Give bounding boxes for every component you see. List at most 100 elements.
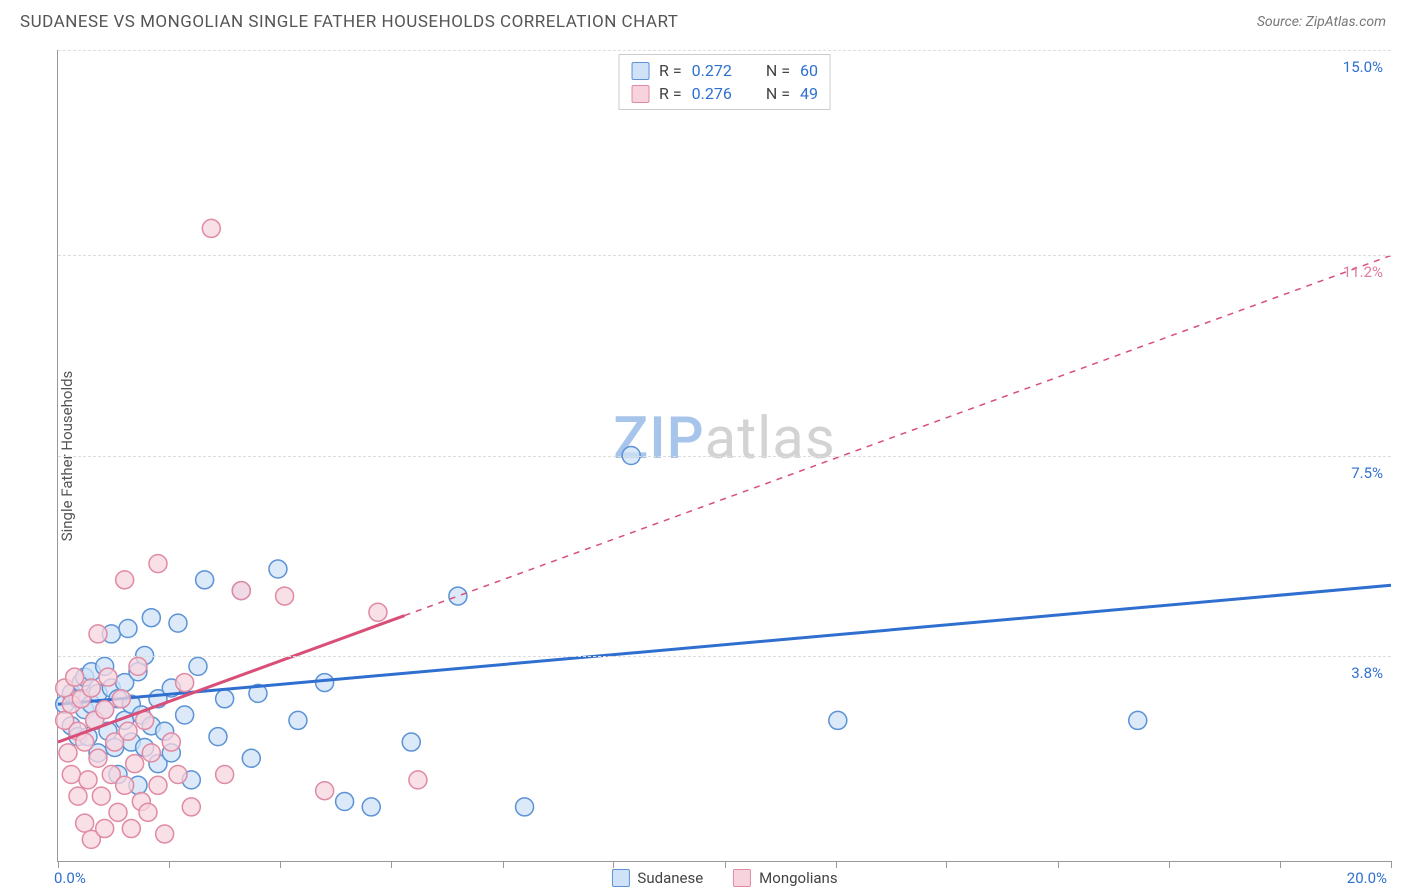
plot-area: ZIPatlas R = 0.272N = 60R = 0.276N = 49 … [57, 50, 1391, 862]
data-point [516, 798, 534, 816]
data-point [362, 798, 380, 816]
data-point [242, 749, 260, 767]
trend-line [58, 585, 1391, 704]
y-tick-label: 7.5% [1351, 464, 1383, 482]
stat-label-r: R = [659, 61, 682, 80]
data-point [182, 798, 200, 816]
y-tick-label: 11.2% [1343, 263, 1383, 281]
data-point [66, 668, 84, 686]
data-point [162, 733, 180, 751]
x-tick [391, 861, 392, 868]
data-point [409, 771, 427, 789]
data-point [209, 728, 227, 746]
data-point [276, 587, 294, 605]
legend-swatch [631, 62, 649, 80]
data-point [316, 782, 334, 800]
data-point [96, 820, 114, 838]
gridline [58, 456, 1391, 457]
data-point [1129, 711, 1147, 729]
data-point [59, 744, 77, 762]
gridline [58, 255, 1391, 256]
data-point [139, 803, 157, 821]
data-point [189, 657, 207, 675]
data-point [829, 711, 847, 729]
data-point [196, 571, 214, 589]
data-point [142, 744, 160, 762]
data-point [116, 776, 134, 794]
x-tick [1169, 861, 1170, 868]
data-point [169, 614, 187, 632]
stat-value-n: 49 [800, 84, 818, 103]
x-tick [946, 861, 947, 868]
stats-row: R = 0.276 N = 49 [631, 82, 818, 105]
chart-container: Single Father Households ZIPatlas R = 0.… [45, 50, 1391, 862]
stat-label-n: N = [766, 61, 790, 80]
data-point [69, 787, 87, 805]
data-point [116, 571, 134, 589]
data-point [112, 690, 130, 708]
data-point [119, 722, 137, 740]
chart-title: SUDANESE VS MONGOLIAN SINGLE FATHER HOUS… [20, 12, 678, 32]
data-point [62, 765, 80, 783]
data-point [269, 560, 287, 578]
x-tick [58, 861, 59, 868]
data-point [92, 787, 110, 805]
legend-label: Sudanese [637, 869, 703, 887]
data-point [89, 625, 107, 643]
data-point [96, 701, 114, 719]
gridline [58, 656, 1391, 657]
data-point [402, 733, 420, 751]
data-point [79, 771, 97, 789]
x-tick [169, 861, 170, 868]
stat-label-n: N = [766, 84, 790, 103]
x-axis-max-label: 20.0% [1347, 869, 1387, 887]
data-point [142, 609, 160, 627]
x-tick [1391, 861, 1392, 868]
x-tick [1280, 861, 1281, 868]
data-point [232, 582, 250, 600]
data-point [149, 555, 167, 573]
legend-label: Mongolians [759, 869, 837, 887]
x-tick [836, 861, 837, 868]
stat-value-n: 60 [800, 61, 818, 80]
data-point [289, 711, 307, 729]
source-label: Source: ZipAtlas.com [1257, 14, 1386, 30]
data-point [169, 765, 187, 783]
x-tick [280, 861, 281, 868]
stats-row: R = 0.272 N = 60 [631, 59, 818, 82]
stats-legend: R = 0.272 N = 60 R = 0.276 N = 49 [618, 54, 831, 110]
data-point [129, 657, 147, 675]
y-tick-label: 15.0% [1343, 58, 1383, 76]
x-tick [503, 861, 504, 868]
data-point [316, 674, 334, 692]
data-point [202, 219, 220, 237]
x-tick [725, 861, 726, 868]
data-point [216, 765, 234, 783]
legend-swatch [733, 869, 751, 887]
data-point [176, 706, 194, 724]
legend-swatch [611, 869, 629, 887]
data-point [109, 803, 127, 821]
x-tick [613, 861, 614, 868]
x-tick [1058, 861, 1059, 868]
data-point [126, 755, 144, 773]
stat-value-r: 0.276 [692, 84, 732, 103]
series-legend: Sudanese Mongolians [611, 869, 837, 887]
data-point [82, 679, 100, 697]
data-point [89, 749, 107, 767]
data-point [336, 793, 354, 811]
data-point [156, 825, 174, 843]
gridline [58, 50, 1391, 51]
legend-item: Mongolians [733, 869, 837, 887]
y-tick-label: 3.8% [1351, 664, 1383, 682]
data-point [99, 668, 117, 686]
data-point [216, 690, 234, 708]
x-axis-min-label: 0.0% [54, 869, 86, 887]
data-point [149, 776, 167, 794]
data-point [119, 620, 137, 638]
data-point [176, 674, 194, 692]
data-point [76, 814, 94, 832]
stat-label-r: R = [659, 84, 682, 103]
stat-value-r: 0.272 [692, 61, 732, 80]
trend-line-projected [405, 255, 1391, 615]
